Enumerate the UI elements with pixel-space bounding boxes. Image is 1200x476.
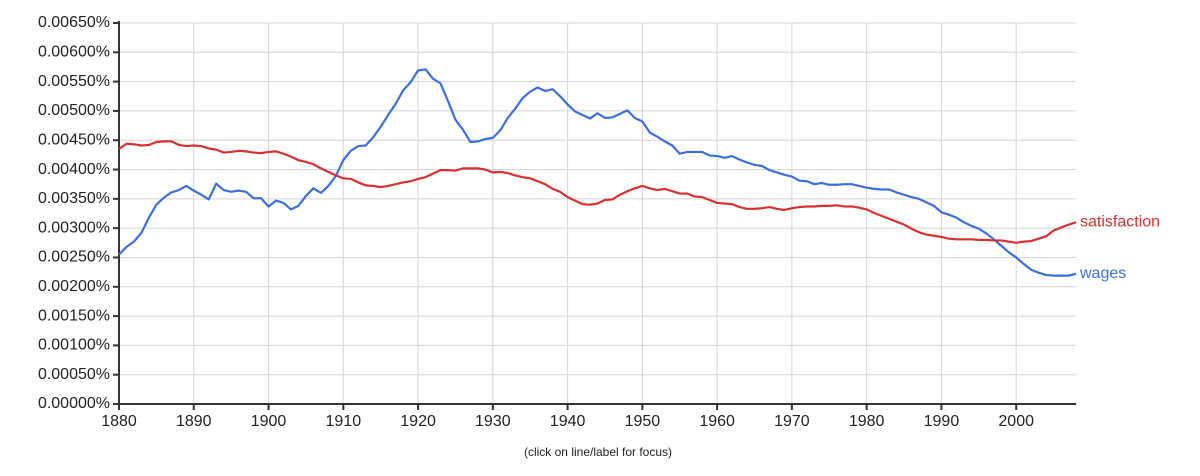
x-tick-label: 1920 <box>400 413 436 430</box>
series-label[interactable]: satisfaction <box>1080 214 1160 231</box>
y-tick-label: 0.00200% <box>38 278 110 295</box>
y-tick-label: 0.00550% <box>38 73 110 90</box>
y-tick-label: 0.00350% <box>38 190 110 207</box>
series-line[interactable] <box>118 68 1077 277</box>
x-tick-label: 1940 <box>550 413 586 430</box>
x-tick-label: 1880 <box>101 413 137 430</box>
series-line[interactable] <box>118 140 1077 244</box>
x-tick-label: 1990 <box>924 413 960 430</box>
caption: (click on line/label for focus) <box>524 445 672 459</box>
x-tick-label: 2000 <box>998 413 1034 430</box>
y-tick-label: 0.00400% <box>38 161 110 178</box>
x-tick-label: 1910 <box>326 413 362 430</box>
x-tick-label: 1900 <box>251 413 287 430</box>
y-tick-label: 0.00000% <box>38 395 110 412</box>
x-tick-label: 1960 <box>699 413 735 430</box>
x-tick-label: 1980 <box>849 413 885 430</box>
y-tick-label: 0.00500% <box>38 102 110 119</box>
y-tick-label: 0.00150% <box>38 307 110 324</box>
y-tick-label: 0.00250% <box>38 249 110 266</box>
x-tick-label: 1950 <box>625 413 661 430</box>
x-tick-label: 1890 <box>176 413 212 430</box>
series-label[interactable]: wages <box>1079 265 1126 282</box>
y-tick-label: 0.00050% <box>38 366 110 383</box>
y-tick-label: 0.00450% <box>38 131 110 148</box>
x-tick-label: 1970 <box>774 413 810 430</box>
y-tick-label: 0.00650% <box>38 14 110 31</box>
y-tick-label: 0.00100% <box>38 337 110 354</box>
y-tick-label: 0.00300% <box>38 219 110 236</box>
y-tick-label: 0.00600% <box>38 44 110 61</box>
x-tick-label: 1930 <box>475 413 511 430</box>
